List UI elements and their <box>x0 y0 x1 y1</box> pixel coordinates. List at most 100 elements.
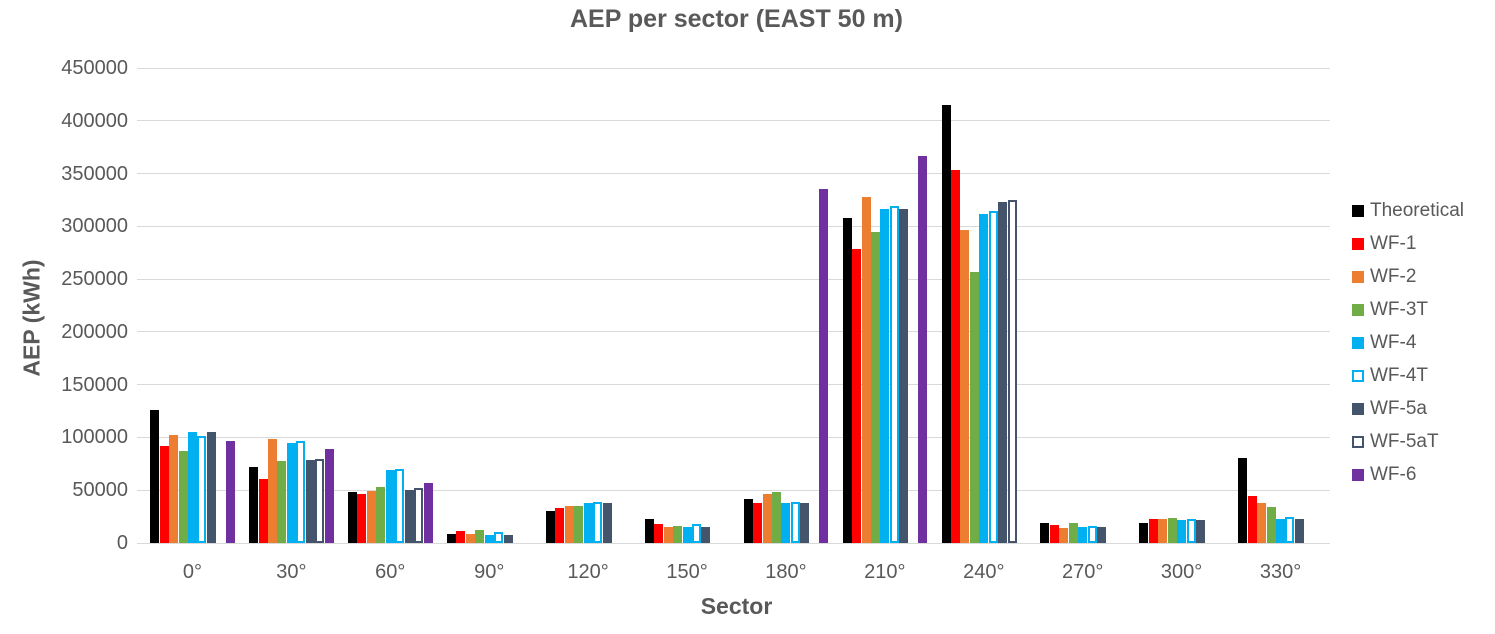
bar-WF-3T-120° <box>574 506 584 543</box>
x-tick-label-240°: 240° <box>963 561 1005 583</box>
bar-WF-5a-240° <box>998 202 1008 543</box>
bar-slot-WF-2-0° <box>169 68 179 543</box>
bar-WF-3T-0° <box>178 451 188 543</box>
bar-slot-WF-4-120° <box>583 68 593 543</box>
gridline-300000 <box>137 225 1330 227</box>
bar-slot-WF-1-30° <box>258 68 268 543</box>
bar-WF-5a-300° <box>1196 519 1205 543</box>
bar-slot-WF-5aT-180° <box>810 68 819 543</box>
bar-WF-1-240° <box>950 170 960 543</box>
legend-marker-WF-1 <box>1352 238 1364 250</box>
bar-WF-6-30° <box>324 449 334 543</box>
legend-label-WF-5a: WF-5a <box>1370 398 1427 419</box>
bar-WF-2-90° <box>465 533 475 543</box>
legend-label-WF-1: WF-1 <box>1370 233 1417 254</box>
bar-WF-4-330° <box>1276 518 1286 543</box>
bar-WF-3T-270° <box>1068 522 1078 543</box>
bar-WF-4T-330° <box>1285 516 1295 543</box>
bar-WF-5a-270° <box>1097 527 1107 543</box>
bar-slot-WF-5a-60° <box>404 68 414 543</box>
gridline-50000 <box>137 489 1330 491</box>
bar-slot-WF-6-180° <box>819 68 829 543</box>
bar-slot-WF-3T-30° <box>277 68 287 543</box>
bar-slot-WF-1-270° <box>1049 68 1059 543</box>
legend-item-WF-6: WF-6 <box>1352 464 1464 486</box>
bar-slot-WF-5a-30° <box>305 68 315 543</box>
bar-slot-WF-1-90° <box>456 68 466 543</box>
bar-slot-Theoretical-270° <box>1040 68 1050 543</box>
bar-slot-Theoretical-240° <box>941 68 951 543</box>
bar-group-330° <box>1231 68 1330 543</box>
bar-Theoretical-330° <box>1238 457 1248 543</box>
bar-WF-5aT-60° <box>414 488 424 543</box>
bar-WF-4-270° <box>1078 527 1088 543</box>
bar-WF-4-0° <box>187 432 197 543</box>
x-tick-label-0°: 0° <box>182 561 203 583</box>
legend-label-WF-4: WF-4 <box>1370 332 1417 353</box>
bar-WF-4-90° <box>484 534 494 543</box>
bar-slot-Theoretical-150° <box>644 68 654 543</box>
bar-WF-1-60° <box>357 494 367 543</box>
bar-slot-Theoretical-210° <box>842 68 852 543</box>
bar-WF-4-60° <box>385 470 395 543</box>
bar-Theoretical-30° <box>249 467 259 543</box>
bar-slot-WF-6-60° <box>423 68 433 543</box>
legend-marker-WF-4 <box>1352 337 1364 349</box>
bar-slot-WF-5a-240° <box>998 68 1008 543</box>
bar-Theoretical-210° <box>842 217 852 543</box>
bar-WF-1-180° <box>753 502 763 543</box>
bar-slot-WF-6-90° <box>522 68 531 543</box>
bar-slot-WF-6-150° <box>720 68 729 543</box>
bar-WF-4T-240° <box>988 210 998 543</box>
bar-slot-WF-5aT-300° <box>1205 68 1214 543</box>
bar-slot-Theoretical-120° <box>545 68 555 543</box>
bar-WF-5a-150° <box>701 527 711 543</box>
bar-WF-3T-150° <box>673 526 683 543</box>
bar-WF-4T-150° <box>691 524 701 543</box>
legend-item-WF-5a: WF-5a <box>1352 398 1464 420</box>
bar-WF-2-150° <box>663 527 673 543</box>
bar-WF-6-60° <box>423 482 433 543</box>
bar-WF-2-270° <box>1059 528 1069 543</box>
bar-slot-WF-4T-210° <box>889 68 899 543</box>
bar-WF-4T-180° <box>790 501 800 543</box>
bar-slot-WF-4T-30° <box>296 68 306 543</box>
legend-marker-WF-6 <box>1352 469 1364 481</box>
bar-WF-2-60° <box>366 491 376 543</box>
legend-item-Theoretical: Theoretical <box>1352 200 1464 222</box>
bar-slot-WF-5aT-330° <box>1304 68 1313 543</box>
bar-slot-WF-3T-150° <box>673 68 683 543</box>
bar-WF-5aT-30° <box>315 458 325 543</box>
x-tick-label-300°: 300° <box>1160 561 1203 583</box>
bar-slot-WF-6-0° <box>225 68 235 543</box>
bar-slot-WF-4T-60° <box>395 68 405 543</box>
bar-slot-Theoretical-330° <box>1238 68 1248 543</box>
bar-WF-3T-240° <box>969 271 979 543</box>
bar-slot-WF-4-240° <box>979 68 989 543</box>
bar-slot-WF-1-300° <box>1148 68 1158 543</box>
bar-group-60° <box>341 68 440 543</box>
x-axis-title: Sector <box>700 593 773 619</box>
bar-WF-5a-90° <box>503 534 513 543</box>
bar-WF-1-0° <box>159 445 169 543</box>
bar-slot-WF-4T-150° <box>691 68 701 543</box>
x-tick-label-180°: 180° <box>765 561 807 583</box>
bar-WF-3T-330° <box>1266 507 1276 543</box>
bar-WF-5a-330° <box>1294 518 1304 543</box>
bar-slot-WF-4T-0° <box>197 68 207 543</box>
bar-slot-WF-2-270° <box>1059 68 1069 543</box>
bar-slot-WF-2-240° <box>960 68 970 543</box>
bar-WF-4T-90° <box>494 532 504 543</box>
gridline-100000 <box>137 436 1330 438</box>
bar-slot-Theoretical-30° <box>249 68 259 543</box>
y-tick-label-200000: 200000 <box>61 320 128 343</box>
y-tick-label-450000: 450000 <box>61 57 128 79</box>
bar-WF-5a-0° <box>206 432 216 543</box>
bar-slot-WF-5aT-240° <box>1007 68 1017 543</box>
bar-slot-WF-1-180° <box>753 68 763 543</box>
bar-slot-WF-4-330° <box>1276 68 1286 543</box>
bar-slot-WF-6-330° <box>1314 68 1323 543</box>
bar-Theoretical-240° <box>941 104 951 543</box>
bar-WF-1-330° <box>1247 495 1257 543</box>
bar-group-90° <box>440 68 539 543</box>
